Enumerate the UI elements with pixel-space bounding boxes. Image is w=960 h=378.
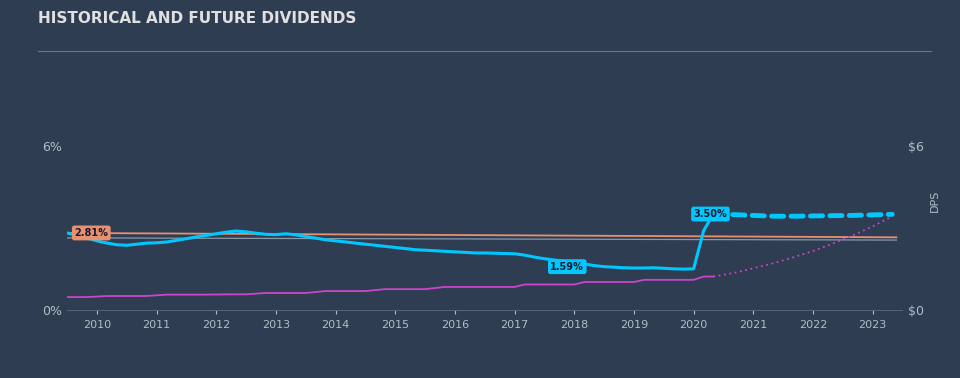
Text: 3.50%: 3.50%	[694, 209, 728, 219]
Text: 2.81%: 2.81%	[74, 228, 108, 238]
Text: HISTORICAL AND FUTURE DIVIDENDS: HISTORICAL AND FUTURE DIVIDENDS	[38, 11, 357, 26]
Y-axis label: DPS: DPS	[930, 189, 940, 212]
Text: 1.59%: 1.59%	[550, 262, 585, 272]
